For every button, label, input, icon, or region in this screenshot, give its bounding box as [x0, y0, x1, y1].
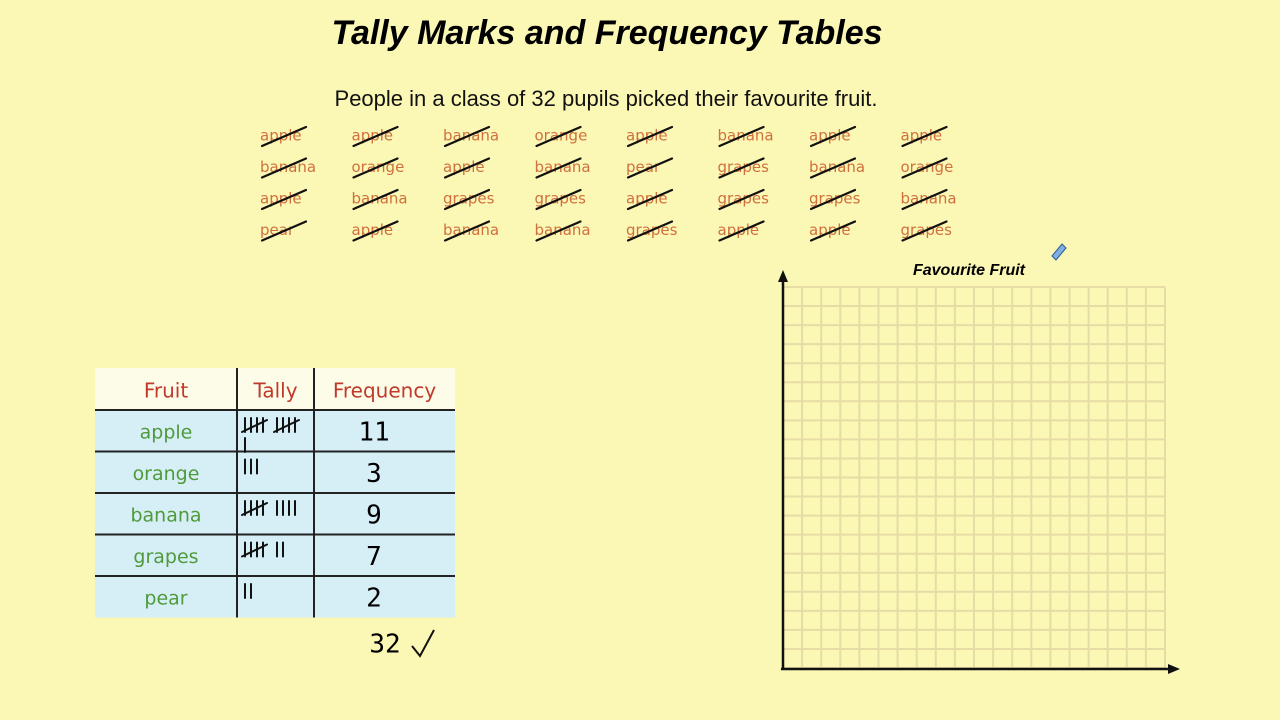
cross-out	[535, 220, 582, 242]
table-header: Fruit	[144, 379, 189, 403]
graph-grid: Favourite Fruit	[778, 262, 1180, 674]
fruit-word: apple	[809, 221, 851, 239]
arrow	[1168, 664, 1180, 674]
fruit-name: apple	[140, 421, 193, 443]
cross-out	[809, 188, 857, 211]
cross-out	[260, 157, 308, 179]
check-mark	[411, 629, 435, 658]
cross-out	[626, 157, 674, 179]
cross-out	[901, 188, 948, 211]
graph-title: Favourite Fruit	[913, 262, 1026, 279]
fruit-word: apple	[809, 127, 851, 145]
frequency: 9	[366, 500, 382, 530]
cross-out	[352, 188, 399, 211]
tally-marks	[241, 500, 296, 516]
fruit-word: apple	[901, 127, 943, 145]
cross-out	[535, 157, 582, 179]
fruit-word: pear	[260, 221, 295, 239]
fruit-name: orange	[133, 463, 200, 485]
fruit-word: apple	[718, 221, 760, 239]
frequency: 11	[358, 417, 389, 447]
cross-out	[809, 220, 857, 242]
cross-out	[718, 220, 765, 242]
total: 32	[369, 630, 400, 660]
pencil-icon	[1051, 243, 1067, 261]
cross-out	[626, 220, 674, 242]
cross-out	[626, 188, 674, 211]
tally-strike	[241, 419, 268, 433]
fruit-name: grapes	[133, 546, 198, 568]
cross-out	[260, 220, 308, 242]
frequency-table: Fruit Tally Frequency apple 11 orange 3 banana 9…	[95, 368, 455, 660]
fruit-word: apple	[260, 190, 302, 208]
fruit-word: apple	[352, 221, 394, 239]
fruit-name: banana	[130, 504, 201, 526]
tally-strike	[241, 543, 268, 558]
cross-out	[535, 188, 582, 211]
cross-out	[901, 125, 948, 148]
fruit-name: pear	[144, 587, 187, 609]
frequency: 3	[366, 459, 382, 489]
title: Tally Marks and Frequency Tables	[331, 14, 882, 52]
table-header: Tally	[252, 379, 297, 403]
cross-out	[718, 125, 765, 148]
tally-strike	[241, 502, 268, 516]
fruit-word: apple	[626, 127, 668, 145]
cross-out	[352, 220, 399, 242]
cross-out	[352, 157, 399, 179]
tally-marks	[241, 541, 284, 558]
cross-out	[718, 157, 765, 179]
cross-out	[260, 188, 308, 211]
tally-marks	[241, 417, 300, 453]
tally-marks	[244, 458, 258, 475]
cross-out	[352, 125, 399, 148]
cross-out	[535, 125, 582, 148]
fruit-word: apple	[626, 190, 668, 208]
cross-out	[718, 188, 765, 211]
cross-out	[260, 125, 308, 148]
cross-out	[901, 220, 948, 242]
cross-out	[809, 125, 857, 148]
cross-out	[443, 157, 491, 179]
subtitle: People in a class of 32 pupils picked th…	[335, 86, 878, 111]
body-bg	[95, 410, 455, 618]
tally-strike	[273, 419, 300, 433]
arrow	[778, 270, 788, 282]
tally-marks	[244, 583, 252, 599]
cross-out	[443, 220, 491, 242]
table-header: Frequency	[333, 379, 436, 403]
cross-out	[901, 157, 948, 179]
frequency: 7	[366, 542, 382, 572]
fruit-word: pear	[626, 158, 661, 176]
header-bg	[95, 368, 455, 410]
cross-out	[443, 188, 491, 211]
cross-out	[626, 125, 674, 148]
fruit-word: apple	[352, 127, 394, 145]
fruit-word: apple	[443, 158, 485, 176]
cross-out	[809, 157, 857, 179]
cross-out	[443, 125, 491, 148]
word-grid: appleapplebananaorangeapplebananaappleap…	[260, 125, 957, 242]
frequency: 2	[366, 583, 382, 613]
fruit-word: apple	[260, 127, 302, 145]
